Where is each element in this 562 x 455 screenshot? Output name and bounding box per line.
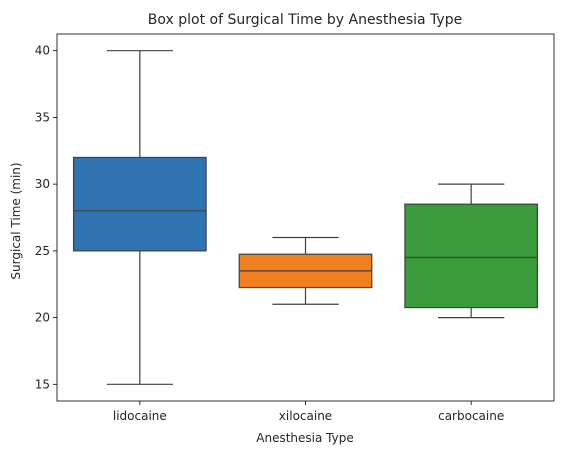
box-xilocaine bbox=[238, 236, 373, 305]
x-tick-label-carbocaine: carbocaine bbox=[438, 409, 504, 423]
x-axis-label: Anesthesia Type bbox=[256, 431, 353, 445]
box-lidocaine bbox=[72, 50, 207, 385]
y-tick-label-30: 30 bbox=[35, 177, 50, 191]
y-tick-label-15: 15 bbox=[35, 377, 50, 391]
chart-title: Box plot of Surgical Time by Anesthesia … bbox=[148, 12, 462, 28]
box-iqr bbox=[72, 156, 207, 252]
y-tick-label-35: 35 bbox=[35, 110, 50, 124]
x-axis: lidocaine xilocaine carbocaine bbox=[113, 401, 504, 423]
box-carbocaine bbox=[404, 183, 539, 319]
y-tick-label-20: 20 bbox=[35, 311, 50, 325]
box-iqr bbox=[404, 203, 539, 309]
x-tick-label-xilocaine: xilocaine bbox=[279, 409, 332, 423]
plot-area bbox=[56, 33, 555, 402]
y-tick-label-25: 25 bbox=[35, 244, 50, 258]
y-axis-label: Surgical Time (min) bbox=[9, 162, 23, 279]
y-tick-label-40: 40 bbox=[35, 44, 50, 58]
y-axis: 15 20 25 30 35 40 bbox=[35, 44, 57, 391]
x-tick-label-lidocaine: lidocaine bbox=[113, 409, 167, 423]
